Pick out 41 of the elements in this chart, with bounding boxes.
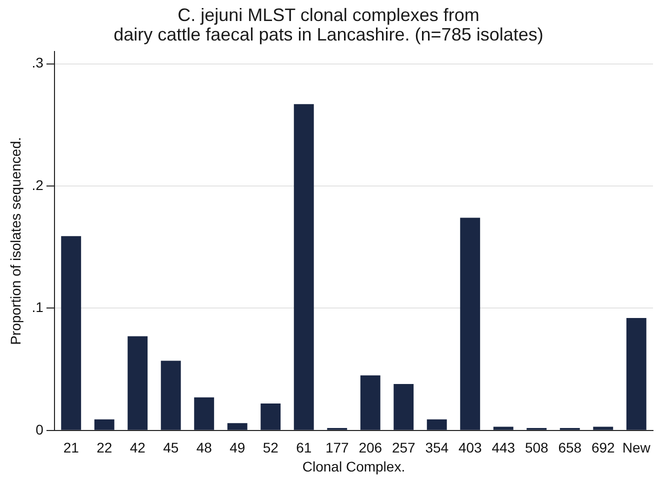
y-tick-label: .2 [32, 176, 44, 193]
x-tick-label: 61 [296, 440, 312, 456]
x-tick-label: 177 [325, 440, 350, 456]
bar [194, 397, 214, 430]
y-tick-label: .3 [32, 54, 44, 71]
x-tick-label: 45 [163, 440, 179, 456]
x-tick-label: 206 [358, 440, 382, 456]
x-axis-title: Clonal Complex. [302, 458, 406, 474]
text: C. jejuni MLST clonal complexes from [178, 4, 480, 25]
x-tick-label: 49 [230, 440, 246, 456]
x-tick-label: 42 [130, 440, 146, 456]
bar [493, 426, 514, 430]
x-tick-label: 692 [591, 440, 616, 456]
bar [394, 384, 414, 430]
bar [460, 218, 480, 430]
bar [593, 426, 614, 430]
bar [360, 375, 380, 430]
y-axis-title: Proportion of isolates sequenced. [7, 137, 24, 345]
x-tick-label: 48 [196, 440, 212, 456]
x-tick-label: 22 [96, 440, 112, 456]
x-tick-label: 443 [492, 440, 516, 456]
y-tick-label: .1 [32, 299, 44, 316]
bar [426, 419, 447, 430]
x-tick-label: 658 [558, 440, 582, 456]
y-tick-label: 0 [36, 421, 44, 438]
x-tick-label: 354 [425, 440, 449, 456]
bar [94, 419, 114, 430]
bar [61, 236, 82, 430]
bar [294, 104, 314, 430]
bar [160, 360, 181, 430]
bar [260, 404, 281, 430]
x-tick-label: 403 [458, 440, 482, 456]
text: dairy cattle faecal pats in Lancashire. (n=785 isolates) [114, 24, 544, 45]
x-tick-label: 52 [262, 440, 279, 456]
bar [128, 336, 148, 430]
bar [227, 423, 248, 430]
x-tick-label: 508 [524, 440, 549, 456]
x-tick-label: 21 [63, 440, 80, 456]
x-tick-label: New [622, 440, 652, 456]
bar [626, 318, 646, 430]
x-tick-label: 257 [392, 440, 416, 456]
